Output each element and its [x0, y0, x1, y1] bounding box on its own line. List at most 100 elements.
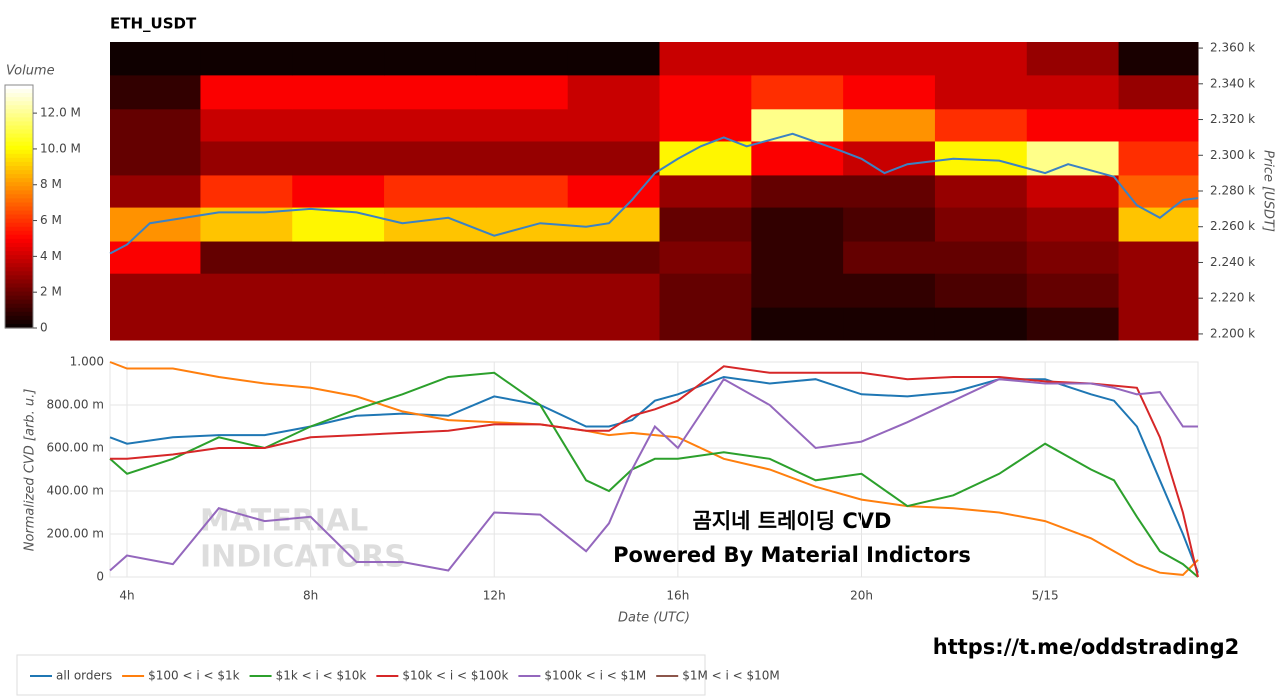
heat-cell: [200, 140, 293, 176]
y-tick-label: 2.280 k: [1210, 184, 1255, 198]
heat-cell: [475, 241, 569, 274]
y-tick-label: 2.340 k: [1210, 76, 1255, 90]
heat-cell: [292, 241, 385, 274]
annotation: Powered By Material Indictors: [613, 543, 971, 567]
colorbar-step: [5, 315, 33, 321]
heat-cell: [1026, 307, 1120, 341]
heat-cell: [1118, 241, 1199, 274]
colorbar-step: [5, 287, 33, 293]
heat-cell: [659, 207, 752, 242]
heat-cell: [475, 140, 569, 176]
heat-cell: [934, 241, 1028, 274]
colorbar-step: [5, 149, 33, 155]
y-axis-title: Normalized CVD [arb. u.]: [23, 389, 38, 552]
heat-cell: [110, 207, 201, 242]
colorbar-step: [5, 210, 33, 216]
colorbar-step: [5, 214, 33, 220]
x-axis-title: Date (UTC): [618, 611, 690, 626]
heat-cell: [200, 307, 293, 341]
y-tick-label: 200.00 m: [47, 527, 105, 541]
heat-cell: [659, 74, 752, 110]
colorbar-step: [5, 202, 33, 208]
heat-cell: [843, 42, 936, 76]
annotation: 곰지네 트레이딩 CVD: [693, 509, 892, 533]
heat-cell: [384, 174, 477, 208]
colorbar-step: [5, 271, 33, 276]
legend-label: $10k < i < $100k: [402, 669, 508, 683]
colorbar-step: [5, 137, 33, 143]
heat-cell: [751, 174, 844, 208]
y-tick-label: 600.00 m: [47, 441, 105, 455]
heat-cell: [659, 273, 752, 308]
colorbar-step: [5, 129, 33, 135]
heat-cell: [110, 42, 201, 76]
heat-cell: [567, 74, 661, 110]
x-tick-label: 4h: [119, 589, 134, 603]
heat-cell: [1118, 207, 1199, 242]
y-axis-title: Price [USDT]: [1261, 150, 1276, 232]
colorbar-tick-label: 8 M: [40, 177, 62, 191]
heat-cell: [751, 108, 844, 142]
colorbar-step: [5, 230, 33, 236]
colorbar-tick-label: 6 M: [40, 213, 62, 227]
heat-cell: [567, 108, 661, 142]
colorbar-step: [5, 198, 33, 204]
colorbar-step: [5, 121, 33, 127]
heat-cell: [200, 273, 293, 308]
colorbar-step: [5, 238, 33, 244]
heat-cell: [292, 140, 385, 176]
heat-cell: [292, 42, 385, 76]
y-tick-label: 2.200 k: [1210, 326, 1255, 340]
y-tick-label: 2.300 k: [1210, 148, 1255, 162]
y-tick-label: 2.260 k: [1210, 219, 1255, 233]
colorbar-step: [5, 170, 33, 175]
heat-cell: [110, 140, 201, 176]
heat-cell: [200, 241, 293, 274]
cvd-line: [109, 377, 1198, 572]
x-tick-label: 12h: [483, 589, 506, 603]
y-tick-label: 400.00 m: [47, 484, 105, 498]
colorbar-step: [5, 178, 33, 183]
colorbar-title: Volume: [6, 64, 55, 79]
heat-cell: [475, 74, 569, 110]
heat-cell: [751, 207, 844, 242]
colorbar-tick-label: 12.0 M: [40, 106, 81, 120]
colorbar-step: [5, 182, 33, 187]
colorbar-step: [5, 157, 33, 163]
colorbar-step: [5, 125, 33, 131]
heat-cell: [475, 42, 569, 76]
heat-cell: [475, 273, 569, 308]
heat-cell: [292, 273, 385, 308]
heat-cell: [843, 174, 936, 208]
colorbar-step: [5, 174, 33, 179]
heat-cell: [1118, 108, 1199, 142]
heat-cell: [934, 108, 1028, 142]
heat-cell: [110, 273, 201, 308]
heat-cell: [659, 42, 752, 76]
colorbar-step: [5, 251, 33, 256]
colorbar-step: [5, 186, 33, 191]
heat-cell: [1026, 140, 1120, 176]
heat-cell: [110, 307, 201, 341]
heat-cell: [292, 307, 385, 341]
heat-cell: [659, 140, 752, 176]
heat-cell: [751, 241, 844, 274]
colorbar-step: [5, 279, 33, 285]
heat-cell: [200, 42, 293, 76]
colorbar-step: [5, 166, 33, 171]
colorbar-step: [5, 85, 33, 90]
heat-cell: [292, 108, 385, 142]
heat-cell: [843, 74, 936, 110]
colorbar-step: [5, 194, 33, 199]
colorbar-step: [5, 242, 33, 248]
heat-cell: [384, 207, 477, 242]
heat-cell: [843, 307, 936, 341]
heat-cell: [1118, 74, 1199, 110]
heat-cell: [1118, 273, 1199, 308]
y-tick-label: 800.00 m: [47, 398, 105, 412]
heat-cell: [843, 108, 936, 142]
colorbar-step: [5, 153, 33, 159]
colorbar-step: [5, 267, 33, 272]
heat-cell: [567, 241, 661, 274]
